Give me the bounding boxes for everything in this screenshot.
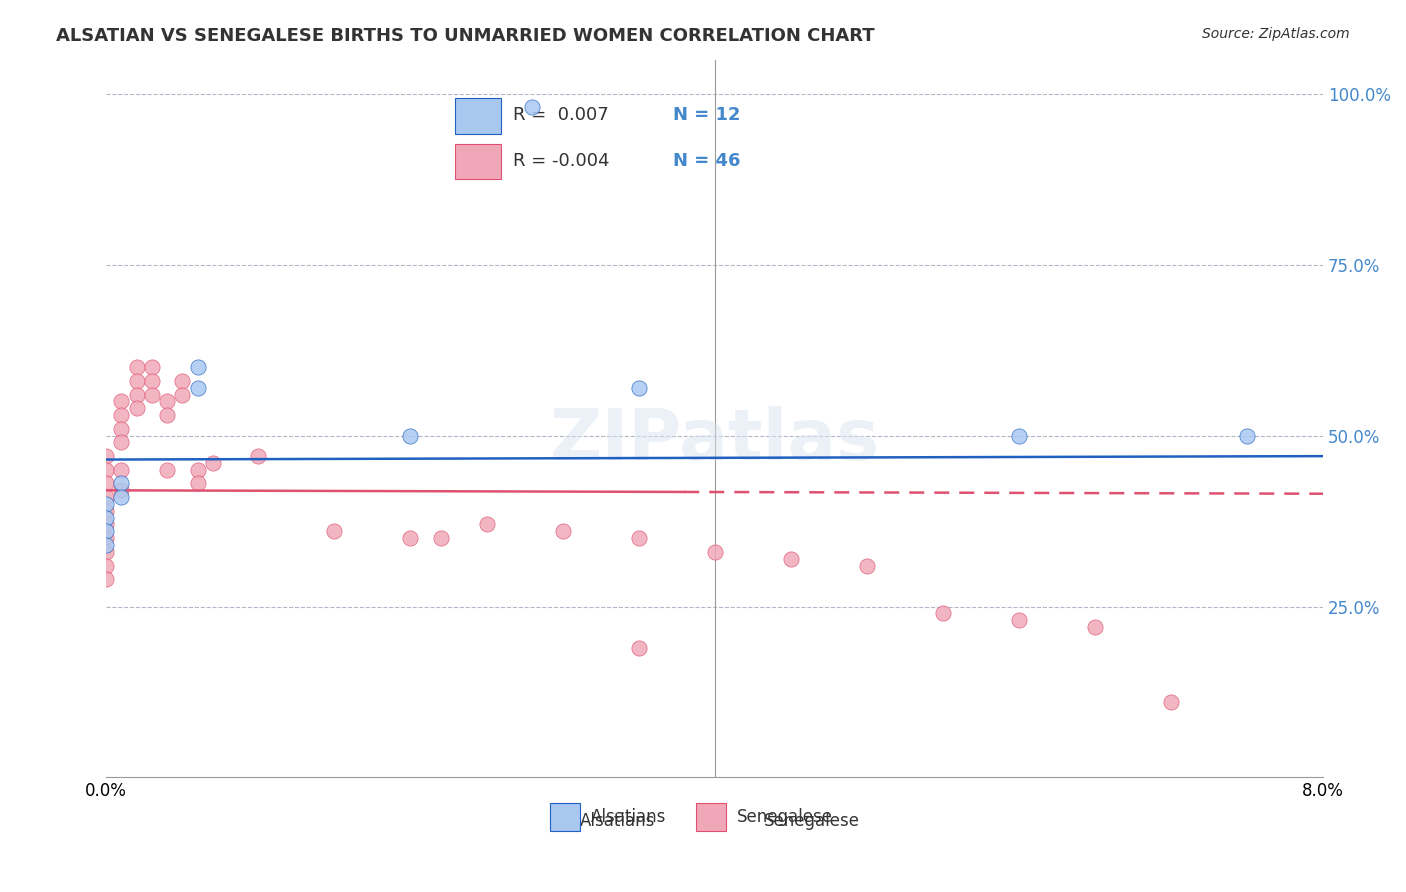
Point (1084, 620, 1107, 634)
Point (703, 545, 725, 559)
Point (323, 524, 346, 539)
Point (96, 517, 118, 532)
Point (627, 531, 650, 545)
Point (172, 374, 194, 388)
Point (96, 463, 118, 477)
Point (96, 545, 118, 559)
Point (125, 360, 148, 375)
Point (475, 517, 498, 532)
Point (110, 463, 132, 477)
Point (96, 449, 118, 463)
Point (779, 551, 801, 566)
Point (110, 490, 132, 504)
Text: Alsatians: Alsatians (579, 812, 655, 830)
Point (96, 476, 118, 491)
Point (110, 422, 132, 436)
Point (156, 408, 179, 422)
Point (96, 504, 118, 518)
Point (247, 449, 270, 463)
Text: ALSATIAN VS SENEGALESE BIRTHS TO UNMARRIED WOMEN CORRELATION CHART: ALSATIAN VS SENEGALESE BIRTHS TO UNMARRI… (56, 27, 875, 45)
Point (856, 558, 879, 573)
Point (156, 394, 179, 409)
Point (125, 387, 148, 401)
Point (110, 408, 132, 422)
Point (520, 100, 543, 114)
Point (1160, 695, 1182, 709)
Point (186, 463, 208, 477)
Point (932, 607, 955, 621)
Point (201, 456, 224, 470)
Point (110, 394, 132, 409)
Point (96, 490, 118, 504)
Point (96, 524, 118, 539)
Point (96, 572, 118, 586)
Point (399, 531, 422, 545)
Point (143, 472, 166, 486)
Point (141, 387, 163, 401)
Point (96, 497, 118, 511)
Point (125, 374, 148, 388)
Point (1236, 428, 1258, 442)
Point (186, 360, 208, 375)
Point (110, 435, 132, 450)
Point (96, 538, 118, 552)
Point (1008, 613, 1031, 627)
Point (96, 531, 118, 545)
Point (110, 483, 132, 498)
Point (110, 476, 132, 491)
Point (172, 387, 194, 401)
Point (156, 463, 179, 477)
Point (96, 558, 118, 573)
Point (141, 374, 163, 388)
Point (627, 640, 650, 655)
Point (551, 524, 574, 539)
Point (1008, 428, 1031, 442)
Point (430, 531, 453, 545)
Point (96, 510, 118, 524)
Text: Source: ZipAtlas.com: Source: ZipAtlas.com (1202, 27, 1350, 41)
Point (186, 476, 208, 491)
Point (186, 381, 208, 395)
Point (399, 428, 422, 442)
Point (125, 401, 148, 416)
Text: ZIPatlas: ZIPatlas (550, 406, 880, 475)
Text: Senegalese: Senegalese (763, 812, 860, 830)
Point (141, 360, 163, 375)
Point (627, 381, 650, 395)
